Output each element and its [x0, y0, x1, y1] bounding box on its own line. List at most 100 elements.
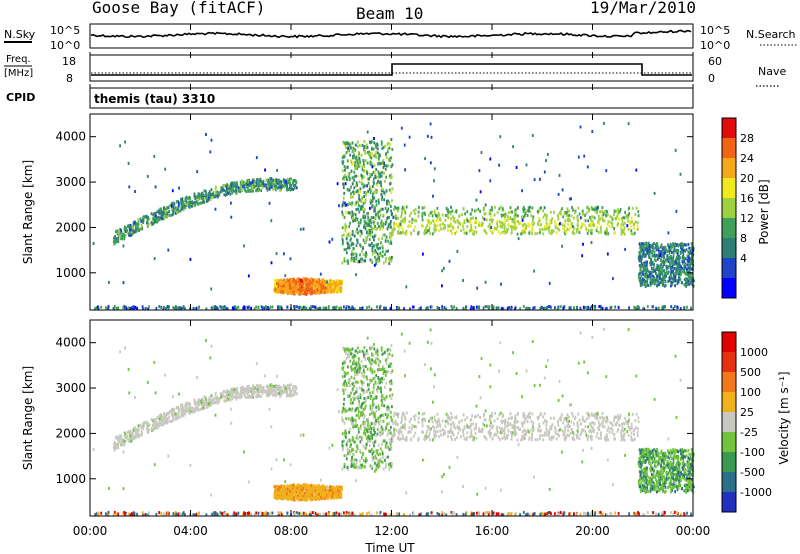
arc-power-point	[141, 218, 144, 222]
arc-power-point	[230, 183, 233, 187]
arc-velocity-point	[120, 437, 123, 441]
arc-velocity-point	[288, 394, 290, 398]
evening-power-point	[652, 274, 654, 278]
arc-power-point	[163, 206, 165, 210]
evening-power-point	[672, 242, 674, 246]
near-range-noise-power-point	[522, 304, 525, 308]
morning-low-power-point	[324, 279, 327, 283]
morning-low-power-point	[310, 278, 312, 282]
noon-fan-power-point	[384, 222, 387, 226]
arc-power-point	[142, 220, 145, 224]
sparse-scatter-power-point	[626, 224, 629, 228]
afternoon-band-power-point	[620, 223, 623, 227]
noon-fan-power-point	[383, 233, 386, 237]
afternoon-band-power-point	[536, 232, 539, 235]
evening-power-point	[644, 261, 646, 265]
evening-power-point	[644, 264, 646, 268]
morning-low-velocity-point	[302, 483, 305, 487]
evening-power-point	[690, 242, 693, 245]
noon-fan-power-point	[380, 184, 382, 188]
arc-velocity-point	[125, 432, 127, 436]
noon-fan-power-point	[382, 166, 385, 169]
near-range-noise-power-point	[568, 306, 571, 310]
afternoon-band-power-point	[469, 229, 471, 233]
power-colorbar-swatch	[722, 198, 736, 219]
arc-velocity-point	[258, 384, 260, 388]
noon-fan-power-point	[375, 262, 377, 266]
arc-velocity-point	[232, 390, 235, 394]
afternoon-band-power-point	[531, 217, 534, 221]
arc-power-point	[286, 188, 288, 192]
arc-power-point	[137, 222, 140, 226]
noon-fan-power-point	[341, 156, 344, 160]
noon-fan-power-point	[342, 196, 345, 200]
noon-fan-power-point	[389, 176, 392, 180]
morning-low-power-point	[300, 292, 302, 296]
morning-low-power-point	[284, 284, 287, 288]
near-range-noise-power-point	[314, 305, 317, 309]
arc-power-point	[197, 192, 200, 196]
noon-fan-power-point	[370, 205, 373, 209]
afternoon-band-power-point	[605, 227, 608, 231]
arc-velocity-point	[273, 393, 276, 396]
noon-fan-power-point	[357, 204, 360, 208]
morning-low-power-point	[302, 277, 305, 281]
afternoon-band-power-point	[540, 206, 542, 210]
noon-fan-power-point	[369, 258, 372, 262]
sparse-scatter-power-point	[373, 137, 375, 140]
near-range-noise-power-point	[265, 305, 267, 309]
arc-power-point	[223, 184, 225, 187]
arc-velocity-point	[241, 387, 244, 391]
evening-power-point	[662, 250, 665, 254]
evening-power-point	[672, 249, 675, 253]
afternoon-band-power-point	[555, 231, 558, 235]
afternoon-band-power-point	[622, 229, 625, 233]
afternoon-band-power-point	[395, 222, 398, 226]
arc-velocity-point	[123, 431, 126, 435]
afternoon-band-power-point	[573, 232, 576, 236]
arc-power-point	[204, 190, 207, 193]
noon-fan-power-point	[377, 242, 379, 246]
noise-panel: N.Sky 10^5 10^0 10^5 10^0 N.Search	[4, 23, 798, 52]
near-range-noise-power-point	[211, 306, 214, 310]
afternoon-band-power-point	[421, 218, 424, 222]
arc-power-point	[180, 201, 182, 205]
near-range-noise-power-point	[144, 307, 147, 311]
arc-velocity-point	[263, 390, 266, 394]
noon-fan-power-point	[342, 160, 345, 164]
evening-power-point	[643, 261, 645, 265]
sparse-scatter-power-point	[596, 206, 599, 210]
evening-power-point	[640, 274, 643, 278]
near-range-noise-power-point	[409, 307, 411, 311]
arc-power-point	[247, 182, 249, 186]
evening-power-point	[651, 253, 654, 257]
near-range-noise-power-point	[220, 305, 222, 309]
evening-power-point	[651, 281, 654, 285]
afternoon-band-power-point	[422, 212, 425, 216]
afternoon-band-power-point	[631, 206, 634, 210]
arc-power-point	[293, 186, 296, 190]
arc-power-point	[120, 234, 123, 238]
near-range-noise-power-point	[690, 306, 692, 310]
near-range-noise-power-point	[286, 305, 289, 309]
noon-fan-power-point	[391, 187, 394, 191]
arc-velocity-point	[256, 387, 259, 391]
noon-fan-power-point	[376, 182, 378, 186]
arc-power-point	[271, 179, 273, 183]
afternoon-band-power-point	[454, 220, 457, 224]
morning-low-power-point	[306, 278, 309, 281]
evening-power-point	[655, 253, 658, 257]
evening-power-point	[649, 283, 652, 287]
evening-power-point	[646, 246, 648, 250]
noon-fan-power-point	[370, 216, 373, 220]
sparse-scatter-power-point	[302, 227, 305, 231]
afternoon-band-power-point	[592, 215, 594, 219]
afternoon-band-power-point	[618, 210, 621, 214]
arc-power-point	[237, 186, 240, 190]
arc-velocity-point	[265, 392, 268, 396]
afternoon-band-power-point	[500, 221, 503, 225]
arc-power-point	[206, 195, 209, 199]
noon-fan-power-point	[384, 239, 387, 243]
near-range-noise-power-point	[124, 305, 126, 309]
evening-power-point	[637, 273, 640, 277]
